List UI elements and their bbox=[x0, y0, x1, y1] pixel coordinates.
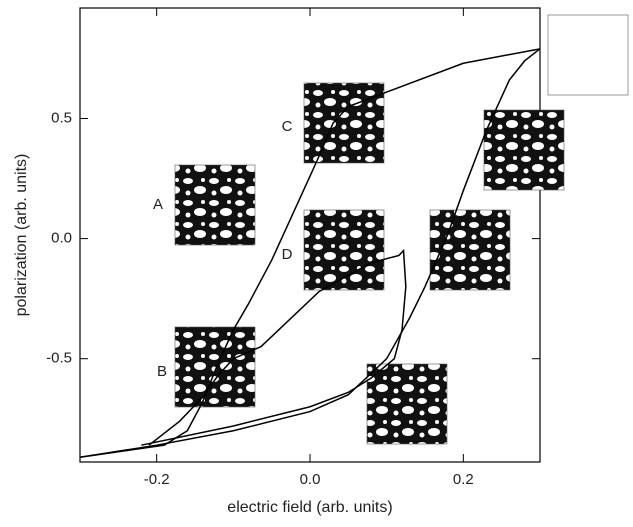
y-tick-label: -0.5 bbox=[46, 350, 72, 367]
hysteresis-curve bbox=[79, 48, 541, 458]
inset bbox=[429, 209, 511, 291]
inset bbox=[303, 82, 385, 164]
x-tick-label: 0.2 bbox=[453, 471, 474, 488]
inset bbox=[174, 326, 256, 408]
annotation: B bbox=[157, 363, 167, 380]
inset bbox=[547, 14, 629, 96]
annotation: C bbox=[282, 118, 293, 135]
x-tick-label: 0.0 bbox=[300, 471, 321, 488]
annotation: D bbox=[282, 246, 293, 263]
annotation: A bbox=[153, 196, 163, 213]
inset bbox=[303, 209, 385, 291]
y-tick-label: 0.5 bbox=[51, 109, 72, 126]
inset bbox=[366, 363, 448, 445]
hysteresis-curve bbox=[79, 48, 541, 458]
inset bbox=[483, 109, 565, 191]
x-tick-label: -0.2 bbox=[144, 471, 170, 488]
hysteresis-curve bbox=[141, 248, 407, 446]
x-axis-label: electric field (arb. units) bbox=[227, 499, 392, 516]
y-tick-label: 0.0 bbox=[51, 230, 72, 247]
insets bbox=[174, 14, 629, 445]
y-axis-label: polarization (arb. units) bbox=[13, 154, 30, 317]
inset bbox=[174, 164, 256, 246]
